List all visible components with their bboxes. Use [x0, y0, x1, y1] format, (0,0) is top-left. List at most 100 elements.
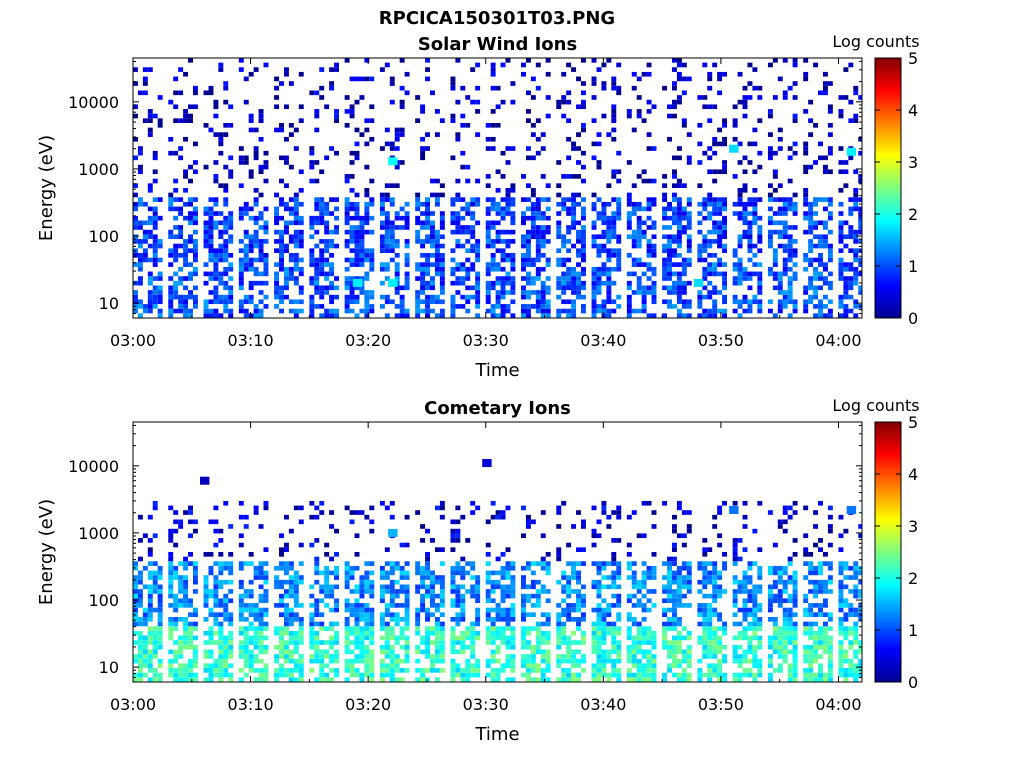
spectrogram-cell	[293, 635, 299, 641]
spectrogram-cell	[298, 617, 304, 622]
spectrogram-cell	[803, 150, 809, 156]
spectrogram-cell	[521, 266, 526, 272]
spectrogram-cell	[737, 621, 743, 627]
spectrogram-cell	[671, 215, 677, 221]
spectrogram-cell	[354, 644, 360, 650]
spectrogram-cell	[213, 257, 219, 263]
spectrogram-cell	[152, 607, 158, 613]
spectrogram-cell	[183, 308, 189, 314]
spectrogram-cell	[777, 575, 783, 580]
spectrogram-cell	[591, 584, 597, 590]
spectrogram-cell	[293, 127, 299, 133]
spectrogram-cell	[420, 253, 426, 258]
spectrogram-cell	[399, 304, 405, 309]
spectrogram-cell	[667, 644, 672, 650]
spectrogram-cell	[500, 593, 506, 599]
spectrogram-cell	[203, 552, 209, 557]
spectrogram-cell	[752, 294, 758, 300]
spectrogram-cell	[192, 635, 198, 641]
spectrogram-cell	[349, 570, 355, 576]
spectrogram-cell	[671, 542, 677, 548]
spectrogram-cell	[354, 234, 360, 240]
spectrogram-cell	[430, 593, 435, 599]
spectrogram-cell	[641, 169, 647, 175]
spectrogram-cell	[747, 271, 753, 277]
spectrogram-cell	[283, 243, 289, 249]
spectrogram-cell	[686, 654, 692, 659]
spectrogram-cell	[434, 239, 440, 244]
spectrogram-cell	[334, 67, 339, 72]
spectrogram-cell	[394, 285, 400, 291]
spectrogram-cell	[379, 239, 385, 244]
spectrogram-cell	[188, 644, 193, 650]
spectrogram-cell	[178, 280, 184, 286]
spectrogram-cell	[203, 677, 209, 682]
spectrogram-cell	[258, 109, 264, 114]
spectrogram-cell	[697, 561, 703, 566]
spectrogram-cell	[530, 95, 536, 100]
spectrogram-cell	[455, 243, 461, 249]
spectrogram-cell	[359, 257, 365, 263]
spectrogram-cell	[359, 132, 365, 137]
spectrogram-cell	[133, 220, 138, 226]
spectrogram-cell	[334, 584, 339, 590]
spectrogram-cell	[667, 239, 672, 244]
spectrogram-cell	[253, 188, 259, 193]
spectrogram-cell	[485, 612, 491, 617]
spectrogram-cell	[455, 304, 461, 309]
spectrogram-cell	[293, 215, 299, 221]
spectrogram-cell	[188, 672, 193, 678]
spectrogram-cell	[420, 104, 426, 110]
spectrogram-cell	[676, 197, 682, 202]
spectrogram-cell	[258, 192, 264, 198]
spectrogram-cell	[485, 598, 491, 604]
spectrogram-cell	[439, 225, 445, 230]
spectrogram-cell	[147, 280, 153, 286]
spectrogram-cell	[455, 178, 461, 184]
spectrogram-cell	[369, 304, 375, 309]
spectrogram-cell	[218, 654, 224, 659]
spectrogram-cell	[853, 239, 859, 244]
spectrogram-cell	[208, 85, 214, 91]
spectrogram-cell	[707, 192, 713, 198]
spectrogram-cell	[717, 612, 723, 617]
spectrogram-cell	[525, 313, 531, 318]
spectrogram-cell	[848, 248, 854, 253]
spectrogram-cell	[722, 160, 728, 165]
spectrogram-cell	[717, 635, 723, 641]
spectrogram-cell	[636, 95, 642, 100]
spectrogram-cell	[601, 635, 607, 641]
spectrogram-cell	[646, 239, 652, 244]
spectrogram-cell	[324, 640, 330, 645]
colorbar	[874, 57, 902, 319]
spectrogram-cell	[344, 299, 350, 305]
spectrogram-cell	[576, 160, 581, 165]
spectrogram-cell	[827, 285, 833, 291]
spectrogram-cell	[324, 677, 330, 682]
spectrogram-cell	[173, 280, 179, 286]
spectrogram-cell	[434, 178, 440, 184]
spectrogram-cell	[601, 607, 607, 613]
spectrogram-cell	[434, 229, 440, 235]
spectrogram-cell	[475, 668, 481, 673]
spectrogram-cell	[344, 276, 350, 281]
spectrogram-cell	[490, 262, 496, 267]
spectrogram-cell	[425, 308, 431, 314]
spectrogram-cell	[787, 243, 793, 249]
spectrogram-cell	[213, 225, 219, 230]
spectrogram-cell	[671, 58, 677, 63]
spectrogram-cell	[354, 640, 360, 645]
spectrogram-cell	[681, 118, 687, 123]
spectrogram-cell	[580, 266, 586, 272]
spectrogram-cell	[439, 630, 445, 636]
spectrogram-cell	[838, 313, 844, 318]
spectrogram-cell	[258, 672, 264, 678]
spectrogram-cell	[626, 626, 632, 631]
spectrogram-cell	[324, 584, 330, 590]
spectrogram-cell	[425, 266, 431, 272]
spectrogram-cell	[580, 304, 586, 309]
spectrogram-cell	[218, 649, 224, 655]
spectrogram-cell	[681, 593, 687, 599]
spectrogram-cell	[288, 672, 294, 678]
spectrogram-cell	[752, 649, 758, 655]
